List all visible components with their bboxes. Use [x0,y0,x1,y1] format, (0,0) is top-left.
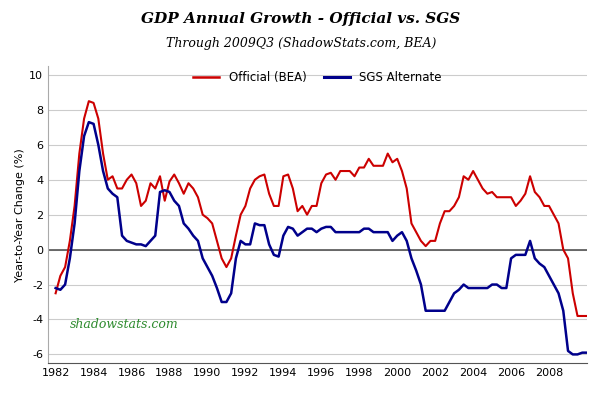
Official (BEA) [204,216,211,220]
Y-axis label: Year-to-Year Change (%): Year-to-Year Change (%) [15,148,25,281]
SGS Alternate [204,265,211,270]
SGS Alternate [588,350,595,355]
Text: GDP Annual Growth - Official vs. SGS: GDP Annual Growth - Official vs. SGS [141,12,461,26]
Official (BEA) [85,99,93,103]
SGS Alternate [52,286,59,290]
Official (BEA) [403,186,411,191]
Official (BEA) [574,314,581,318]
Official (BEA) [52,291,59,296]
Official (BEA) [265,191,273,196]
SGS Alternate [403,239,411,243]
Text: Through 2009Q3 (ShadowStats.com, BEA): Through 2009Q3 (ShadowStats.com, BEA) [166,37,436,50]
Official (BEA) [208,221,216,226]
SGS Alternate [465,286,472,290]
SGS Alternate [265,242,273,247]
Official (BEA) [588,314,595,318]
SGS Alternate [85,120,93,125]
SGS Alternate [569,352,576,357]
Official (BEA) [465,177,472,182]
Text: shadowstats.com: shadowstats.com [70,318,178,331]
Line: Official (BEA): Official (BEA) [55,101,592,316]
SGS Alternate [208,274,216,278]
Official (BEA) [119,186,126,191]
SGS Alternate [119,233,126,238]
Line: SGS Alternate: SGS Alternate [55,122,592,354]
Legend: Official (BEA), SGS Alternate: Official (BEA), SGS Alternate [188,66,447,89]
